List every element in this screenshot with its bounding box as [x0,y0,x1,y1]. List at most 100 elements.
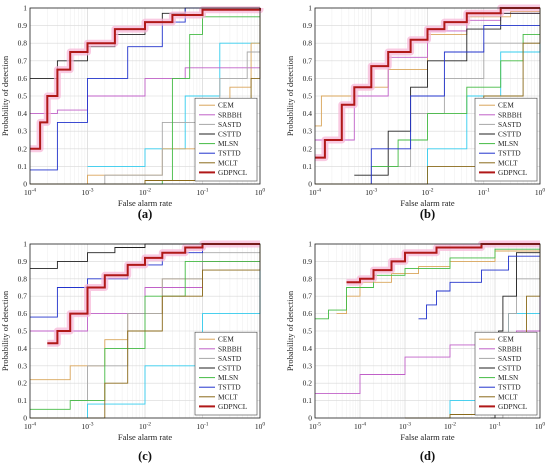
x-tick-label: 10-1 [489,422,501,432]
y-tick-label: 0.4 [303,344,313,353]
y-tick-label: 0.1 [18,396,28,405]
legend-label: CSTTD [498,130,521,139]
y-tick-label: 0.6 [18,309,28,318]
legend-label: CSTTD [498,364,521,373]
panel-label: (a) [138,207,153,221]
x-tick-label: 100 [535,422,546,432]
legend-label: GDPNCL [498,168,528,177]
x-tick-label: 10-4 [354,422,366,432]
series-line-csttd [30,243,260,269]
y-tick-label: 0.3 [303,361,313,370]
y-tick-label: 1 [308,4,312,13]
cyan-curve [47,261,261,419]
y-tick-label: 0.5 [18,92,28,101]
series-line-mlsn [371,8,541,167]
y-tick-label: 1 [23,4,27,13]
x-tick-label: 10-2 [444,422,456,432]
legend-label: MLSN [498,373,519,382]
axes-frame [314,7,541,185]
y-tick-label: 0.8 [18,39,28,48]
y-tick-label: 0.2 [303,144,313,153]
x-tick-label: 10-3 [81,422,93,432]
y-tick-label: 0.5 [18,327,28,336]
y-axis-label: Probability of detection [0,290,10,371]
legend-label: TSTTD [218,383,241,392]
y-tick-label: 0 [23,180,27,189]
y-axis-label: Probability of detection [285,55,295,136]
y-axis-label: Probability of detection [0,55,10,136]
legend-box [194,331,258,416]
legend-label: MLSN [218,139,239,148]
series-line-gdpncl [47,243,260,345]
x-axis-label: False alarm rate [400,432,455,442]
legend-label: SRBBH [498,110,523,119]
x-tick-label: 10-4 [24,188,36,198]
y-tick-label: 0.7 [18,56,28,65]
legend-label: SRBBH [218,110,243,119]
y-tick-label: 0.9 [18,257,28,266]
legend-label: CEM [498,101,514,110]
y-tick-label: 0.3 [303,127,313,136]
x-axis-label: False alarm rate [118,198,173,208]
x-tick-label: 10-3 [399,422,411,432]
legend-label: MCLT [498,392,518,401]
y-tick-label: 0.7 [303,292,313,301]
y-tick-label: 0.2 [18,144,28,153]
y-tick-label: 0 [23,414,27,423]
axes-frame [29,243,261,419]
legend-label: SASTD [218,354,241,363]
panel-label: (b) [420,207,435,221]
y-tick-label: 0.8 [18,274,28,283]
y-tick-label: 0.4 [18,344,28,353]
panel-4: 0 0.1 0.2 0.3 0.4 0.5 0.6 0.7 0.8 0.9 1 10-5 10-4 10-… [285,240,545,464]
y-tick-label: 0.8 [303,39,313,48]
x-tick-label: 10-2 [421,188,433,198]
legend-label: SASTD [498,354,521,363]
x-tick-label: 10-5 [309,422,321,432]
y-tick-label: 0 [308,180,312,189]
series-line-tsttd [30,7,260,171]
y-tick-label: 1 [23,240,27,249]
legend-label: SASTD [498,120,521,129]
x-tick-label: 10-2 [139,422,151,432]
legend-label: MCLT [498,158,518,167]
y-tick-label: 0.5 [303,327,313,336]
y-tick-label: 0.9 [303,257,313,266]
legend-label: MCLT [218,392,238,401]
legend-label: SASTD [218,120,241,129]
x-tick-label: 10-1 [196,188,208,198]
legend-label: MLSN [218,373,239,382]
y-tick-label: 0.9 [303,21,313,30]
series-line-srbbh [315,244,541,395]
y-tick-label: 0.5 [303,92,313,101]
x-tick-label: 10-3 [365,188,377,198]
series-line-gdpncl [315,7,540,159]
y-tick-label: 0.6 [303,309,313,318]
legend-label: SRBBH [498,344,523,353]
y-tick-label: 0.6 [18,74,28,83]
series-line-mclt [315,8,541,185]
legend-label: GDPNCL [218,168,248,177]
x-axis-label: False alarm rate [400,198,455,208]
panel-2: 0 0.1 0.2 0.3 0.4 0.5 0.6 0.7 0.8 0.9 1 10-4 10-3 10-… [285,4,545,222]
y-tick-label: 0.4 [18,109,28,118]
series-line-gdpncl [30,8,261,150]
axes-frame [29,7,261,185]
series-line-mlsn [30,244,261,410]
panel-label: (c) [138,449,152,463]
legend-label: MLSN [498,139,519,148]
x-tick-label: 10-3 [81,188,93,198]
y-axis-label: Probability of detection [285,290,295,371]
y-tick-label: 0.3 [18,127,28,136]
y-tick-label: 0.7 [303,56,313,65]
legend-label: TSTTD [498,383,521,392]
x-tick-label: 100 [255,422,266,432]
legend-label: CEM [498,335,514,344]
y-tick-label: 0.6 [303,74,313,83]
y-tick-label: 0.1 [303,162,313,171]
